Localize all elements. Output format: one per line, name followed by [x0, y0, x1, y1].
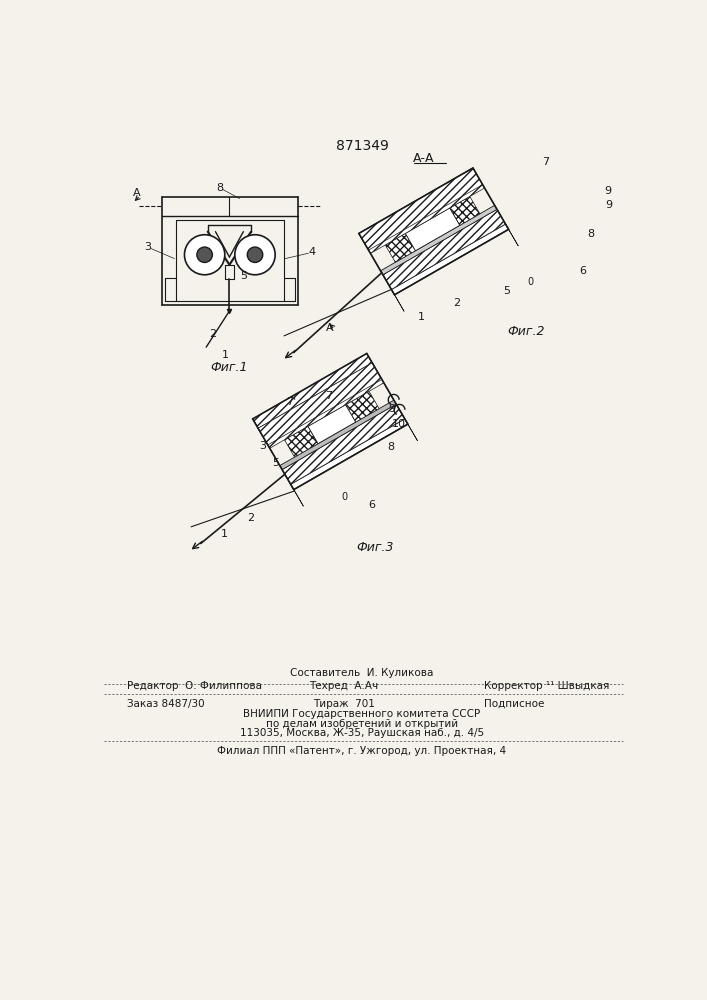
Text: 6: 6	[579, 266, 586, 276]
Text: Фиг.1: Фиг.1	[211, 361, 248, 374]
Text: 113035, Москва, Ж-35, Раушская наб., д. 4/5: 113035, Москва, Ж-35, Раушская наб., д. …	[240, 728, 484, 738]
Polygon shape	[359, 168, 483, 250]
Polygon shape	[308, 405, 356, 444]
Polygon shape	[450, 196, 480, 225]
Text: А-А: А-А	[412, 152, 434, 165]
Polygon shape	[252, 353, 372, 428]
Text: Филиал ППП «Патент», г. Ужгород, ул. Проектная, 4: Филиал ППП «Патент», г. Ужгород, ул. Про…	[217, 746, 506, 756]
Text: Техред  А.Ач: Техред А.Ач	[309, 681, 378, 691]
Text: 1: 1	[221, 529, 228, 539]
Text: 5: 5	[272, 458, 279, 468]
Text: 7: 7	[325, 391, 332, 401]
Text: 1: 1	[222, 350, 229, 360]
Text: 6: 6	[368, 500, 375, 510]
Text: Составитель  И. Куликова: Составитель И. Куликова	[291, 668, 433, 678]
Text: 8: 8	[587, 229, 594, 239]
Polygon shape	[252, 419, 303, 506]
Text: Тираж  701: Тираж 701	[313, 699, 375, 709]
Polygon shape	[380, 205, 497, 275]
Text: 1: 1	[418, 312, 425, 322]
Polygon shape	[405, 208, 460, 251]
Polygon shape	[261, 368, 384, 448]
Text: Фиг.2: Фиг.2	[508, 325, 545, 338]
Text: Корректор ¹¹ Швыдкая: Корректор ¹¹ Швыдкая	[484, 681, 609, 691]
Polygon shape	[392, 224, 508, 295]
Circle shape	[185, 235, 225, 275]
Polygon shape	[362, 173, 484, 253]
Polygon shape	[258, 363, 375, 434]
Polygon shape	[284, 426, 318, 457]
Text: 0: 0	[527, 277, 533, 287]
Text: 871349: 871349	[336, 139, 388, 153]
Polygon shape	[383, 209, 506, 289]
Text: Редактор  О. Филиппова: Редактор О. Филиппова	[127, 681, 262, 691]
Text: 0: 0	[341, 492, 347, 502]
Polygon shape	[359, 168, 476, 239]
Polygon shape	[367, 353, 418, 441]
Text: 3: 3	[259, 441, 267, 451]
Polygon shape	[359, 233, 404, 311]
Text: Заказ 8487/30: Заказ 8487/30	[127, 699, 205, 709]
Text: 3: 3	[144, 242, 151, 252]
Polygon shape	[291, 419, 408, 490]
Polygon shape	[473, 168, 518, 246]
Text: 7': 7'	[286, 397, 296, 407]
Circle shape	[247, 247, 263, 262]
Text: 9: 9	[606, 200, 613, 210]
Text: 9: 9	[389, 404, 396, 414]
Text: А: А	[327, 323, 334, 333]
Text: Фиг.3: Фиг.3	[356, 541, 394, 554]
Text: 5: 5	[240, 271, 247, 281]
Polygon shape	[346, 391, 379, 422]
Text: 10: 10	[392, 419, 405, 429]
Polygon shape	[258, 363, 382, 445]
Circle shape	[197, 247, 212, 262]
Polygon shape	[280, 400, 396, 470]
Text: 5: 5	[503, 286, 510, 296]
Text: 7: 7	[542, 157, 549, 167]
Text: 8: 8	[387, 442, 395, 452]
Text: 4: 4	[308, 247, 315, 257]
Polygon shape	[385, 233, 416, 262]
Text: ВНИИПИ Государственного комитета СССР: ВНИИПИ Государственного комитета СССР	[243, 709, 481, 719]
Text: 2: 2	[209, 329, 216, 339]
Polygon shape	[282, 404, 404, 484]
Text: 9: 9	[604, 186, 611, 196]
Text: 8: 8	[216, 183, 223, 193]
Text: по делам изобретений и открытий: по делам изобретений и открытий	[266, 719, 458, 729]
Text: Подписное: Подписное	[484, 699, 544, 709]
Text: 2: 2	[247, 513, 255, 523]
Text: 2: 2	[453, 298, 460, 308]
Circle shape	[235, 235, 275, 275]
Text: А: А	[134, 188, 141, 198]
